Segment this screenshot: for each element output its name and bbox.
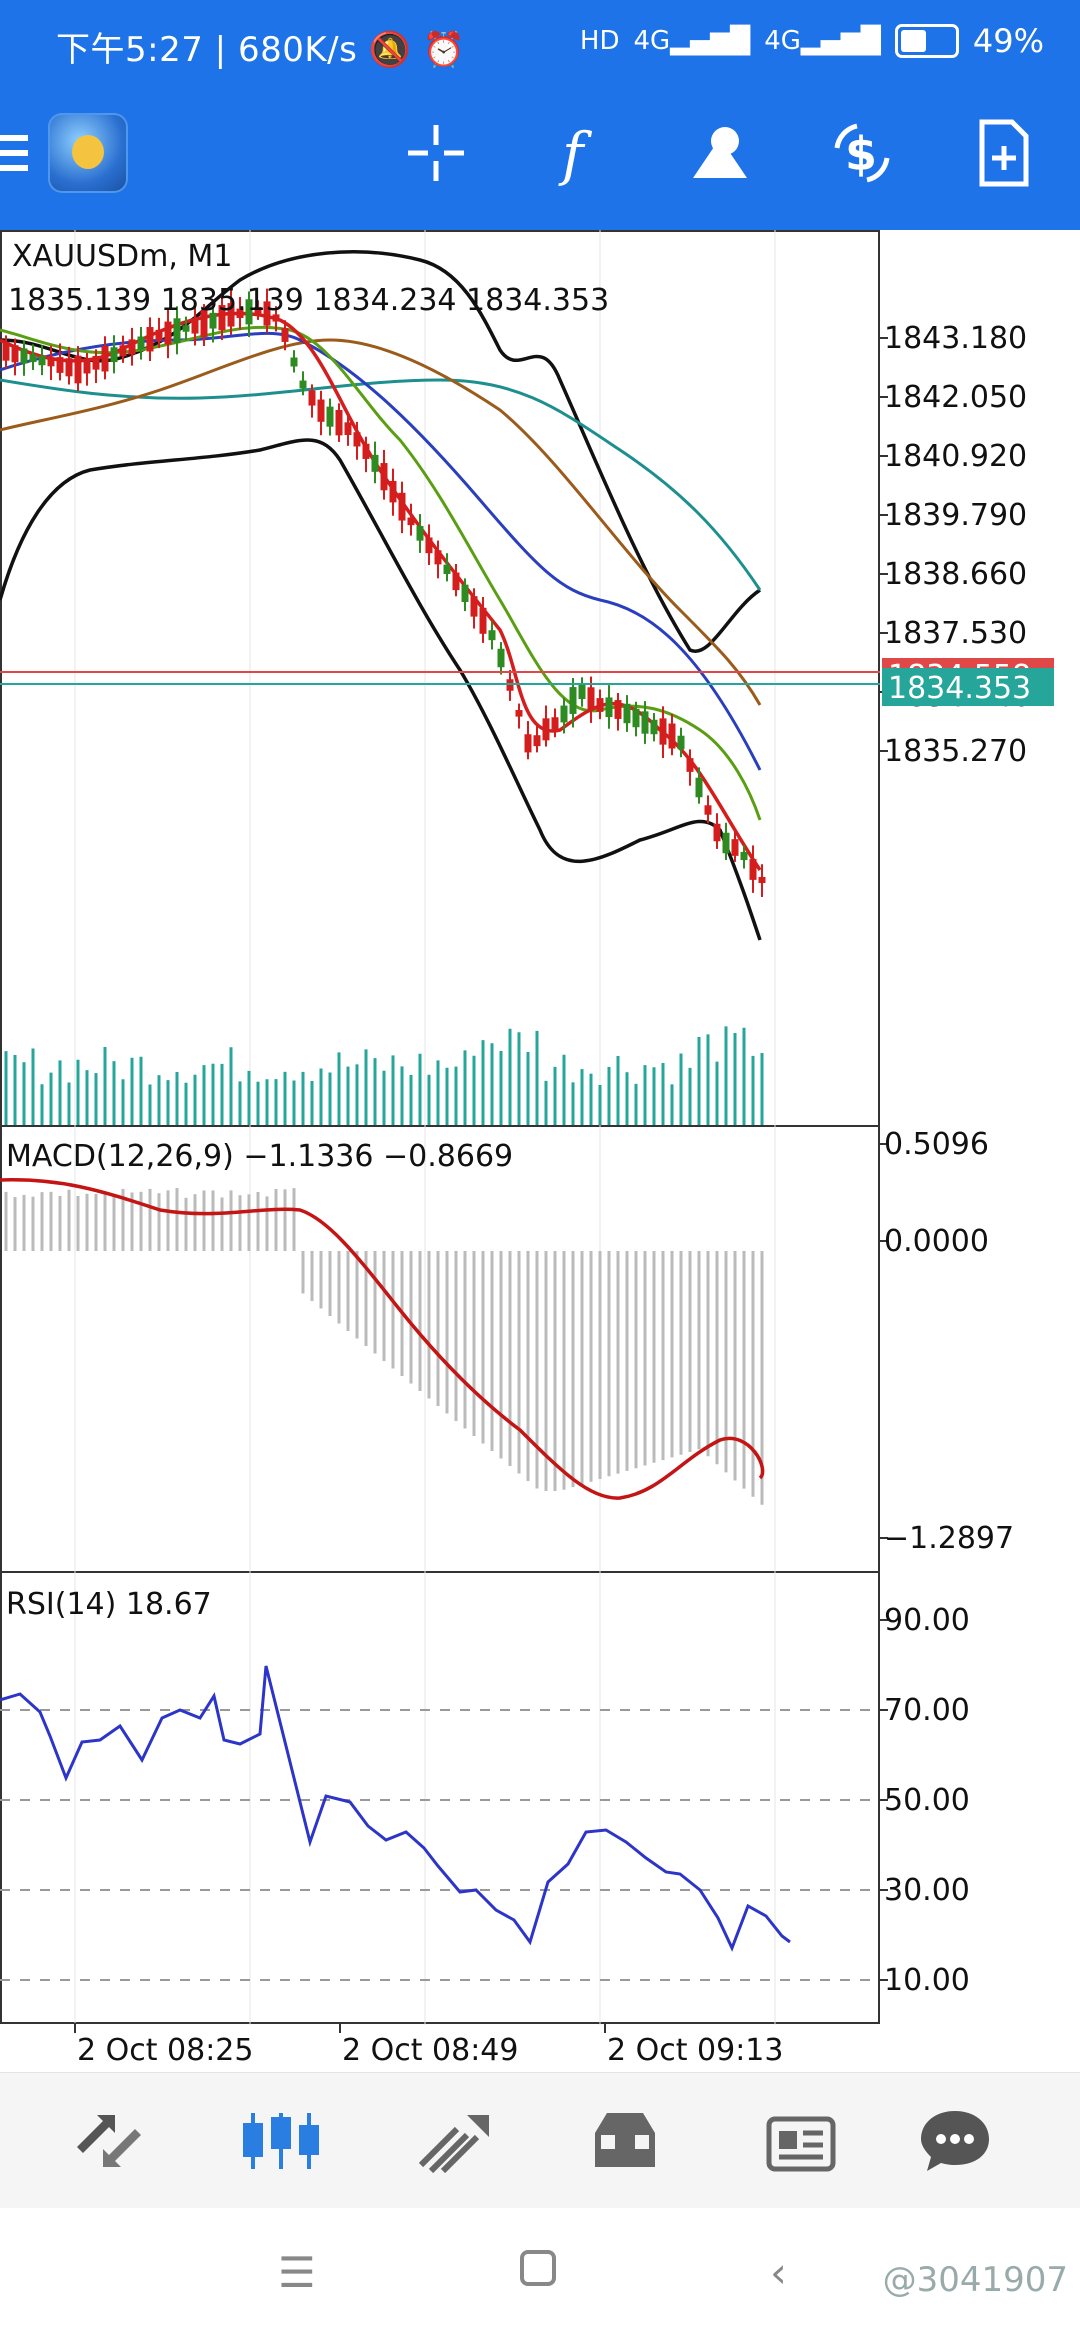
time-label: 2 Oct 09:13 bbox=[607, 2033, 783, 2068]
trade-icon[interactable]: $ bbox=[822, 113, 902, 193]
rsi-axis: 90.00 70.00 50.00 30.00 10.00 bbox=[878, 1603, 970, 1998]
rsi-tick: 10.00 bbox=[884, 1963, 970, 1998]
time-label: 2 Oct 08:49 bbox=[342, 2033, 518, 2068]
home-icon[interactable] bbox=[518, 2248, 558, 2298]
rsi-title: RSI(14) 18.67 bbox=[6, 1587, 212, 1622]
status-right: HD 4G▂▄▆█ 4G▂▄▆█ 49% bbox=[580, 22, 1044, 60]
battery-percent: 49% bbox=[972, 22, 1044, 60]
volume-bars bbox=[4, 1026, 764, 1125]
rsi-grid bbox=[0, 1709, 878, 1981]
network-type-2: 4G bbox=[764, 26, 801, 56]
price-chart[interactable]: 1843.180 1842.050 1840.920 1839.790 1838… bbox=[0, 230, 1080, 2072]
sma-green bbox=[0, 325, 762, 821]
bollinger-lower bbox=[0, 438, 762, 941]
signal-icon-2: 4G▂▄▆█ bbox=[764, 26, 881, 56]
macd-tick: 0.0000 bbox=[884, 1224, 989, 1259]
chart-icon[interactable] bbox=[236, 2099, 326, 2183]
network-type-1: 4G bbox=[633, 26, 671, 56]
system-nav: ☰ ‹ @3041907 bbox=[0, 2208, 1080, 2340]
price-tick: 1842.050 bbox=[884, 380, 1027, 415]
status-left: 下午5:27 | 680K/s 🔕 ⏰ bbox=[56, 22, 466, 71]
crosshair-icon[interactable] bbox=[396, 113, 476, 193]
macd-axis: 0.5096 0.0000 −1.2897 bbox=[878, 1127, 1014, 1556]
function-icon[interactable]: f bbox=[538, 113, 618, 193]
macd-histogram bbox=[4, 1188, 764, 1505]
sma-brown bbox=[0, 338, 762, 706]
recent-apps-icon[interactable]: ☰ bbox=[278, 2248, 316, 2297]
price-tick: 1837.530 bbox=[884, 616, 1027, 651]
objects-icon[interactable] bbox=[680, 113, 760, 193]
rsi-tick: 30.00 bbox=[884, 1873, 970, 1908]
status-bar: 下午5:27 | 680K/s 🔕 ⏰ HD 4G▂▄▆█ 4G▂▄▆█ 49% bbox=[0, 0, 1080, 95]
chat-icon[interactable] bbox=[910, 2099, 1000, 2183]
bid-label-box: 1834.353 bbox=[882, 668, 1054, 706]
clock: 下午5:27 bbox=[56, 30, 204, 70]
separator: | bbox=[214, 30, 238, 70]
macd-tick: 0.5096 bbox=[884, 1127, 989, 1162]
time-axis: 2 Oct 08:25 2 Oct 08:49 2 Oct 09:13 bbox=[74, 2023, 783, 2068]
price-tick: 1840.920 bbox=[884, 439, 1027, 474]
quotes-icon[interactable] bbox=[64, 2099, 154, 2183]
history-icon[interactable] bbox=[580, 2099, 670, 2183]
symbol-title: XAUUSDm, M1 bbox=[12, 239, 232, 274]
sma-teal bbox=[0, 378, 762, 591]
price-tick: 1839.790 bbox=[884, 498, 1027, 533]
ohlc-values: 1835.139 1835.139 1834.234 1834.353 bbox=[8, 283, 609, 318]
new-order-icon[interactable] bbox=[964, 113, 1044, 193]
bid-price-label: 1834.353 bbox=[888, 671, 1031, 706]
price-tick: 1838.660 bbox=[884, 557, 1027, 592]
app-logo[interactable] bbox=[48, 113, 128, 193]
signal-icon-1: 4G▂▄▆█ bbox=[633, 26, 751, 56]
battery-icon bbox=[894, 24, 959, 58]
battery-fill bbox=[900, 30, 927, 52]
price-tick: 1835.270 bbox=[884, 734, 1027, 769]
time-label: 2 Oct 08:25 bbox=[77, 2033, 253, 2068]
alarm-icon: ⏰ bbox=[422, 30, 466, 70]
svg-text:f: f bbox=[558, 120, 593, 188]
top-toolbar: f $ bbox=[0, 95, 1080, 230]
trade-icon[interactable] bbox=[410, 2099, 500, 2183]
bottom-nav bbox=[0, 2072, 1080, 2209]
macd-title: MACD(12,26,9) −1.1336 −0.8669 bbox=[6, 1139, 513, 1174]
rsi-tick: 50.00 bbox=[884, 1783, 970, 1818]
rsi-tick: 90.00 bbox=[884, 1603, 970, 1638]
mute-icon: 🔕 bbox=[368, 30, 412, 70]
macd-tick: −1.2897 bbox=[884, 1521, 1014, 1556]
main-grid bbox=[74, 230, 776, 2025]
candlesticks bbox=[2, 288, 766, 897]
network-speed: 680K/s bbox=[237, 30, 358, 70]
rsi-line bbox=[0, 1665, 791, 1952]
macd-signal-line bbox=[0, 1178, 765, 1500]
menu-icon[interactable] bbox=[0, 135, 30, 180]
rsi-tick: 70.00 bbox=[884, 1693, 970, 1728]
hd-icon: HD bbox=[579, 26, 620, 56]
svg-text:$: $ bbox=[845, 127, 877, 181]
news-icon[interactable] bbox=[756, 2099, 846, 2183]
back-icon[interactable]: ‹ bbox=[770, 2248, 787, 2297]
price-tick: 1843.180 bbox=[884, 321, 1027, 356]
watermark: @3041907 bbox=[882, 2260, 1068, 2300]
